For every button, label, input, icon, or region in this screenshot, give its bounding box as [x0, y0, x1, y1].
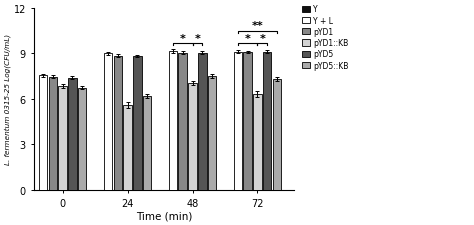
Bar [123, 106, 132, 190]
Text: *: * [259, 34, 265, 44]
Bar [49, 78, 57, 190]
Bar [133, 56, 142, 190]
Bar [198, 54, 207, 190]
Bar [68, 78, 77, 190]
Text: *: * [180, 34, 186, 44]
Bar [78, 88, 86, 190]
Legend: Y, Y + L, pYD1, pYD1::KB, pYD5, pYD5::KB: Y, Y + L, pYD1, pYD1::KB, pYD5, pYD5::KB [301, 4, 350, 72]
Bar [143, 97, 151, 190]
Bar [58, 87, 67, 190]
Bar [179, 54, 187, 190]
Bar [263, 53, 272, 190]
Bar [188, 84, 197, 190]
Bar [169, 52, 177, 190]
Y-axis label: L. fermentum 0315-25 Log(CFU/mL): L. fermentum 0315-25 Log(CFU/mL) [4, 34, 11, 165]
Bar [244, 53, 252, 190]
Bar [39, 76, 47, 190]
Text: *: * [194, 34, 201, 44]
Text: **: ** [252, 21, 264, 31]
Bar [208, 77, 216, 190]
X-axis label: Time (min): Time (min) [136, 211, 192, 221]
Bar [114, 56, 122, 190]
Text: *: * [245, 34, 251, 44]
Bar [234, 53, 242, 190]
Bar [253, 95, 262, 190]
Bar [104, 54, 112, 190]
Bar [273, 80, 281, 190]
